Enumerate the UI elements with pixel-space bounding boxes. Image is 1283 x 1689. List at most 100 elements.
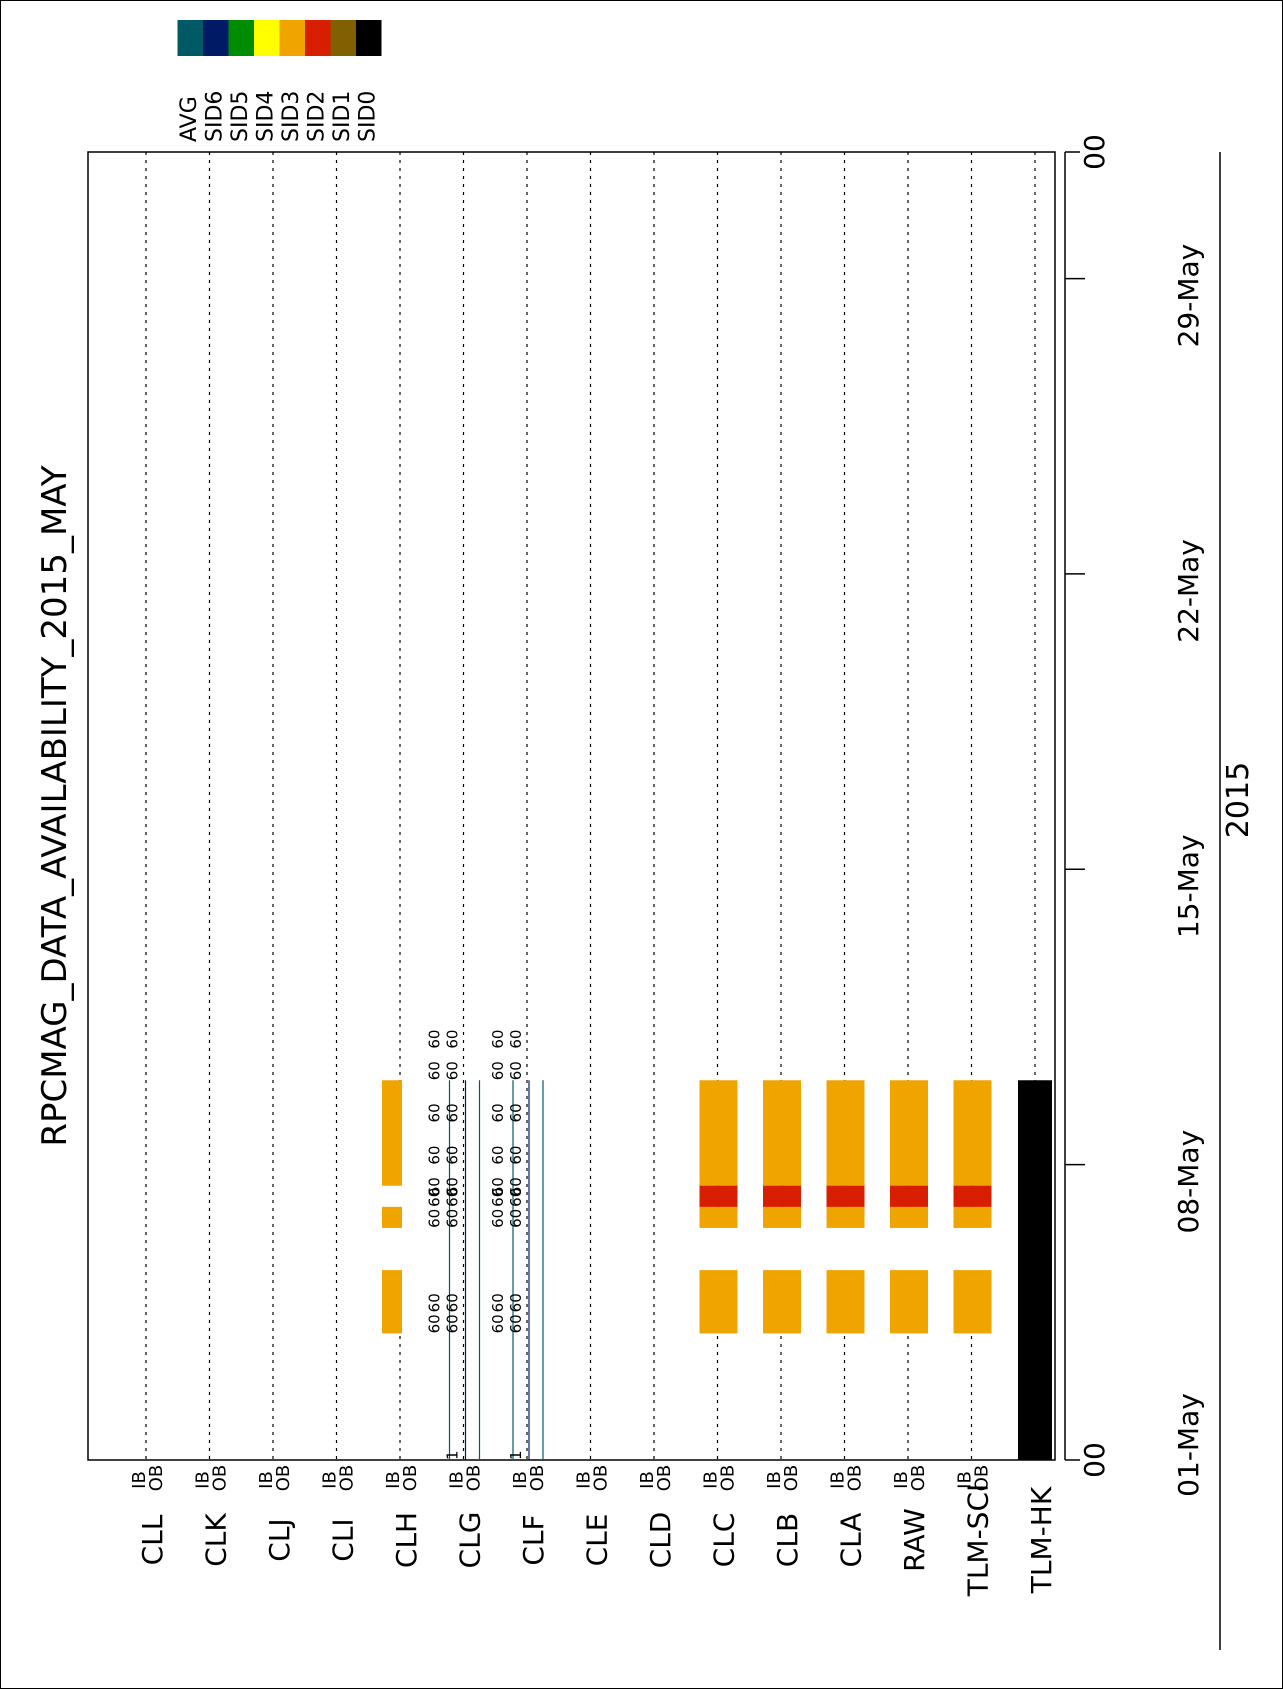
cadence-value-label-clg: 60 — [444, 1030, 462, 1049]
time-axis: 00 00 01-May 08-May 15-May 22-May 29-May — [1064, 134, 1221, 1650]
sensor-label-ib: IB — [574, 1471, 595, 1489]
legend-label-sid4: SID4 — [254, 91, 279, 142]
sensor-label-ob: OB — [527, 1465, 548, 1492]
legend-swatch-sid5 — [228, 20, 254, 56]
sensor-label-ob: OB — [464, 1465, 485, 1492]
row-labels: CLLIBOBCLKIBOBCLJIBOBCLIIBOBCLHIBOBCLGIB… — [129, 1465, 1058, 1598]
row-label-raw: RAW — [898, 1508, 931, 1572]
cadence-value-label-clg: 60 — [426, 1293, 444, 1312]
legend-label-avg: AVG — [177, 96, 202, 142]
availability-bar-cla-ob — [844, 1185, 865, 1207]
sensor-label-ib: IB — [383, 1471, 404, 1489]
data-gap-clh — [380, 1227, 420, 1271]
cadence-value-label-clf: 60 — [489, 1293, 507, 1312]
data-gap-cla — [824, 1227, 865, 1271]
sensor-label-ob: OB — [210, 1465, 231, 1492]
row-label-clk: CLK — [200, 1513, 233, 1567]
sensor-label-ob: OB — [146, 1465, 167, 1492]
sensor-label-ob: OB — [972, 1465, 993, 1492]
availability-bar-raw-ob — [908, 1185, 928, 1207]
legend-label-sid6: SID6 — [203, 91, 228, 142]
time-axis-tick-label: 08-May — [1172, 1130, 1205, 1234]
cadence-value-label-clf: 60 — [489, 1030, 507, 1049]
data-gap-raw — [888, 1227, 928, 1271]
row-label-clh: CLH — [390, 1512, 423, 1568]
sensor-label-ib: IB — [193, 1471, 214, 1489]
row-label-clj: CLJ — [263, 1518, 296, 1561]
sensor-label-ib: IB — [891, 1471, 912, 1489]
sensor-label-ib: IB — [320, 1471, 341, 1489]
row-label-tlm-sci: TLM-SCI — [962, 1484, 995, 1598]
cadence-value-label-clg: 60 — [444, 1177, 462, 1196]
plot-frame — [87, 151, 1056, 1461]
cadence-value-label-clg: 60 — [426, 1061, 444, 1080]
sensor-label-ib: IB — [637, 1471, 658, 1489]
cadence-value-label-clf: 1 — [507, 1450, 525, 1460]
sensor-label-ob: OB — [591, 1465, 612, 1492]
data-gap-clb — [761, 1227, 801, 1271]
legend-label-sid1: SID1 — [330, 91, 355, 142]
data-gap-tlm-sci — [951, 1227, 992, 1271]
cadence-value-label-clf: 60 — [489, 1314, 507, 1333]
sensor-label-ib: IB — [447, 1471, 468, 1489]
cadence-value-label-clf: 60 — [489, 1177, 507, 1196]
cadence-value-label-clg: 60 — [426, 1177, 444, 1196]
time-axis-end-label: 00 — [1078, 134, 1111, 170]
sensor-label-ib: IB — [129, 1471, 150, 1489]
legend-swatch-sid1 — [330, 20, 356, 56]
legend-label-sid3: SID3 — [279, 91, 304, 142]
cadence-value-label-clf: 60 — [507, 1030, 525, 1049]
sensor-label-ob: OB — [273, 1465, 294, 1492]
sensor-label-ib: IB — [256, 1471, 277, 1489]
sensor-label-ob: OB — [908, 1465, 929, 1492]
cadence-value-label-clf: 60 — [507, 1177, 525, 1196]
cadence-value-label-clf: 60 — [489, 1103, 507, 1122]
cadence-value-label-clg: 60 — [426, 1030, 444, 1049]
time-axis-tick-label: 01-May — [1172, 1393, 1205, 1497]
legend: AVG SID6 SID5 SID4 SID3 SID2 SID1 SID0 — [177, 20, 382, 142]
cadence-value-label-clg: 60 — [444, 1314, 462, 1333]
time-axis-tick-label: 22-May — [1172, 539, 1205, 643]
row-label-cld: CLD — [644, 1512, 677, 1569]
cadence-value-label-clf: 60 — [507, 1293, 525, 1312]
sensor-label-ib: IB — [764, 1471, 785, 1489]
row-label-clb: CLB — [771, 1513, 804, 1567]
cadence-value-label-clg: 60 — [426, 1209, 444, 1228]
cadence-value-label-clg: 60 — [444, 1103, 462, 1122]
time-axis-tick-label: 15-May — [1172, 834, 1205, 938]
legend-swatch-avg — [177, 20, 203, 56]
cadence-value-label-clg: 60 — [426, 1314, 444, 1333]
cadence-value-label-clg: 60 — [426, 1103, 444, 1122]
sensor-label-ob: OB — [400, 1465, 421, 1492]
data-gap-clh — [380, 1185, 420, 1207]
legend-swatch-sid3 — [279, 20, 305, 56]
plot-area: 6060606060606060601606060606060606060606… — [87, 151, 1056, 1461]
availability-bar-tlm-hk-all — [1018, 1080, 1052, 1460]
cadence-value-label-clg: 60 — [444, 1209, 462, 1228]
legend-swatch-sid4 — [254, 20, 280, 56]
cadence-value-label-clf: 60 — [507, 1061, 525, 1080]
chart-title: RPCMAG_DATA_AVAILABILITY_2015_MAY — [35, 465, 75, 1147]
data-gap-clc — [697, 1227, 738, 1271]
row-label-cli: CLI — [327, 1518, 360, 1561]
legend-label-sid2: SID2 — [305, 91, 330, 142]
cadence-value-label-clg: 60 — [444, 1146, 462, 1165]
row-label-cll: CLL — [136, 1514, 169, 1565]
availability-bar-clc-ib — [699, 1185, 720, 1207]
sensor-label-ob: OB — [654, 1465, 675, 1492]
sensor-label-ib: IB — [955, 1471, 976, 1489]
availability-bar-clb-ib — [763, 1185, 783, 1207]
availability-bar-tlm-sci-ob — [971, 1185, 992, 1207]
time-axis-start-label: 00 — [1078, 1442, 1111, 1478]
row-label-cla: CLA — [835, 1513, 868, 1568]
cadence-value-label-clf: 60 — [489, 1061, 507, 1080]
cadence-value-label-clg: 1 — [444, 1450, 462, 1460]
sensor-label-ob: OB — [718, 1465, 739, 1492]
availability-bar-cla-ib — [826, 1185, 847, 1207]
availability-bar-clc-ob — [717, 1185, 738, 1207]
cadence-value-label-clf: 60 — [489, 1209, 507, 1228]
row-label-clf: CLF — [517, 1514, 550, 1565]
cadence-value-label-clf: 60 — [507, 1103, 525, 1122]
